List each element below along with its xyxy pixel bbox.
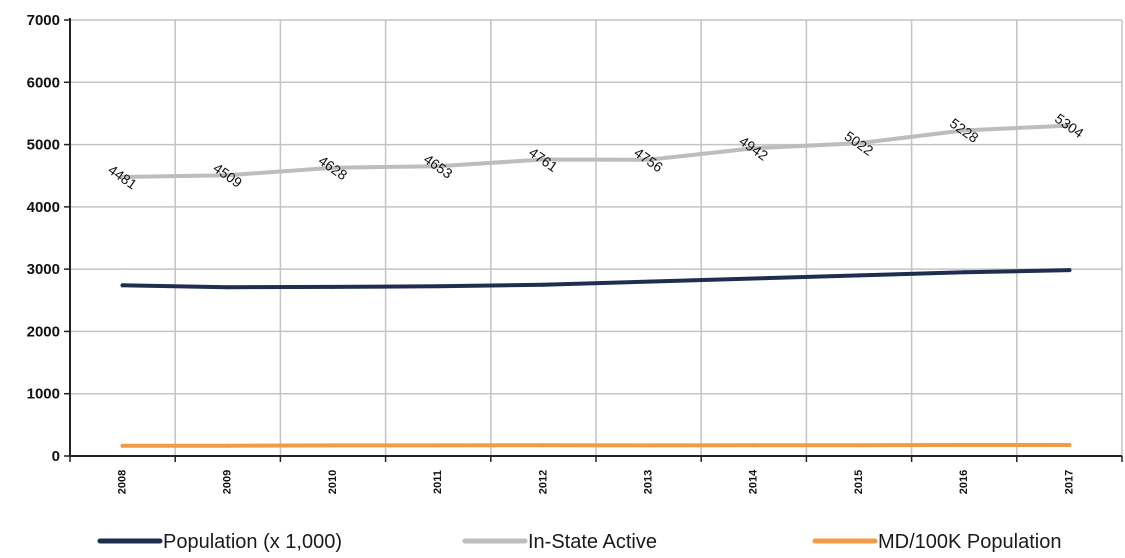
data-point bbox=[857, 273, 861, 278]
legend-label: In-State Active bbox=[528, 531, 657, 553]
chart-legend: Population (x 1,000) In-State Active MD/10… bbox=[97, 531, 1061, 553]
x-tick-label: 2016 bbox=[958, 470, 970, 494]
data-point bbox=[646, 279, 651, 284]
data-label: 5228 bbox=[947, 115, 982, 146]
x-tick-label: 2011 bbox=[432, 470, 444, 494]
data-point bbox=[962, 270, 967, 275]
chart-axes bbox=[64, 18, 1123, 462]
data-point bbox=[1067, 268, 1072, 273]
data-point bbox=[541, 157, 546, 162]
x-tick-label: 2010 bbox=[327, 470, 339, 494]
x-tick-label: 2013 bbox=[643, 470, 655, 494]
data-point bbox=[1067, 442, 1072, 447]
x-axis-ticks: 2008 2009 2010 2011 2012 2013 2014 2015 2016 2017 bbox=[117, 469, 1076, 494]
data-point bbox=[962, 442, 967, 447]
x-tick-label: 2012 bbox=[537, 470, 549, 494]
y-axis-ticks: 0 1000 2000 3000 4000 5000 6000 7000 bbox=[27, 12, 60, 465]
data-label: 5022 bbox=[842, 128, 877, 159]
y-tick-label: 1000 bbox=[27, 386, 60, 403]
series-line-2 bbox=[120, 443, 1072, 448]
data-point bbox=[225, 173, 230, 178]
data-point bbox=[331, 443, 335, 448]
data-point bbox=[120, 174, 125, 179]
data-point bbox=[436, 284, 441, 289]
data-label: 4942 bbox=[736, 133, 771, 164]
series-line-1 bbox=[120, 123, 1072, 179]
chart-series bbox=[120, 123, 1072, 448]
y-tick-label: 5000 bbox=[27, 137, 60, 154]
y-tick-label: 0 bbox=[52, 448, 60, 465]
data-point bbox=[225, 443, 230, 448]
data-label: 4756 bbox=[631, 144, 666, 175]
x-tick-label: 2014 bbox=[748, 469, 760, 494]
data-point bbox=[751, 276, 756, 281]
data-label: 4481 bbox=[105, 161, 140, 192]
series-line-0 bbox=[120, 268, 1072, 290]
x-tick-label: 2015 bbox=[853, 470, 865, 494]
data-point bbox=[331, 284, 335, 289]
y-tick-label: 2000 bbox=[27, 323, 60, 340]
data-point bbox=[857, 443, 861, 448]
data-point bbox=[120, 283, 125, 288]
y-tick-label: 6000 bbox=[27, 74, 60, 91]
data-label: 4628 bbox=[316, 152, 351, 183]
data-point bbox=[436, 443, 441, 448]
legend-label: MD/100K Population bbox=[878, 531, 1061, 553]
y-tick-label: 3000 bbox=[27, 261, 60, 278]
y-tick-label: 7000 bbox=[27, 12, 60, 29]
data-point bbox=[962, 128, 967, 133]
data-point bbox=[120, 443, 125, 448]
data-label: 4509 bbox=[210, 160, 245, 191]
x-tick-label: 2009 bbox=[222, 470, 234, 494]
legend-label: Population (x 1,000) bbox=[163, 531, 342, 553]
data-label: 4761 bbox=[526, 144, 561, 175]
data-point bbox=[1067, 123, 1072, 128]
data-point bbox=[225, 285, 230, 290]
data-point bbox=[646, 443, 651, 448]
data-point bbox=[857, 141, 861, 146]
data-label: 4653 bbox=[421, 151, 456, 182]
data-point bbox=[541, 282, 546, 287]
data-label: 5304 bbox=[1052, 110, 1087, 141]
data-point bbox=[646, 157, 651, 162]
x-tick-label: 2017 bbox=[1063, 470, 1075, 494]
y-tick-label: 4000 bbox=[27, 199, 60, 216]
chart-grid bbox=[70, 19, 1123, 456]
data-point bbox=[331, 165, 335, 170]
x-tick-label: 2008 bbox=[117, 470, 129, 494]
data-point bbox=[751, 443, 756, 448]
data-point bbox=[436, 164, 441, 169]
data-point bbox=[751, 146, 756, 151]
data-point bbox=[541, 443, 546, 448]
